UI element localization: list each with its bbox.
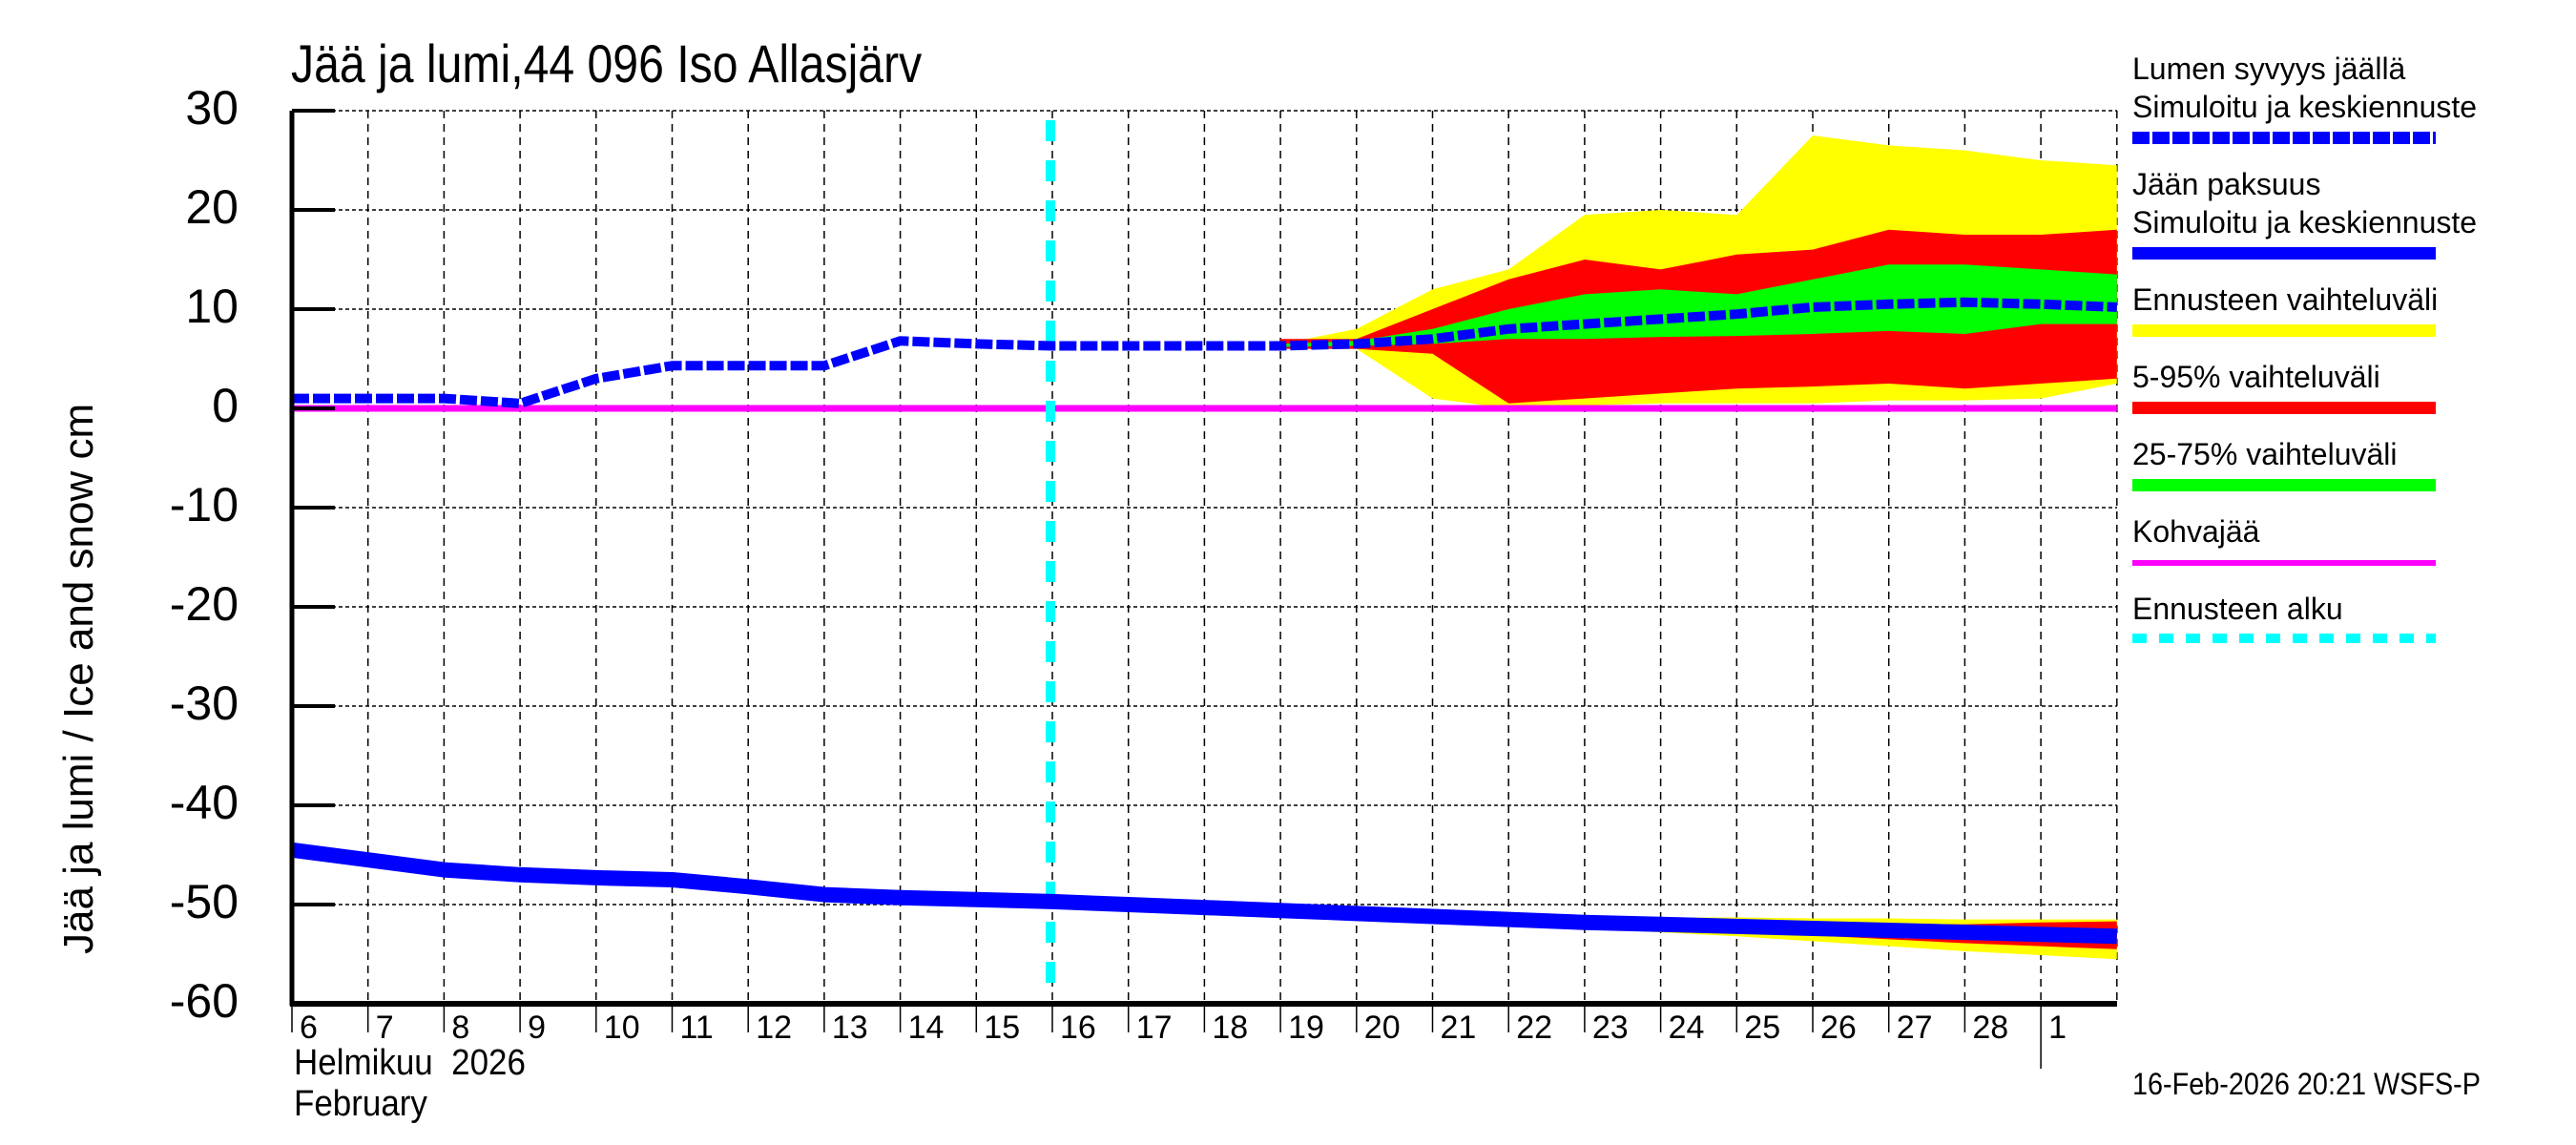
y-tick-label: -20 (169, 577, 239, 631)
legend-item-forecast-range: Ennusteen vaihteluväli (2132, 281, 2571, 337)
legend-label-secondary: Simuloitu ja keskiennuste (2132, 205, 2478, 239)
snow-depth-line (292, 297, 2117, 408)
x-tick-label: 7 (375, 1010, 394, 1046)
x-tick-label: 21 (1440, 1010, 1477, 1046)
legend-swatch-green-icon (2132, 479, 2436, 491)
x-tick-label: 27 (1896, 1010, 1933, 1046)
y-tick-label: -10 (169, 478, 239, 531)
forecast-bands (1280, 135, 2117, 960)
y-tick-label: -50 (169, 875, 239, 928)
footer-timestamp: 16-Feb-2026 20:21 WSFS-P (2132, 1067, 2481, 1101)
x-tick-label: 15 (984, 1010, 1021, 1046)
x-tick-label: 13 (831, 1010, 868, 1046)
legend-swatch-magenta-icon (2132, 560, 2436, 566)
legend-label: Jään paksuus (2132, 167, 2321, 201)
legend-label: 25-75% vaihteluväli (2132, 437, 2398, 471)
axes (289, 109, 2117, 1069)
legend-label: Ennusteen alku (2132, 592, 2343, 626)
x-tick-label: 20 (1363, 1010, 1401, 1046)
x-tick-label: 10 (603, 1010, 640, 1046)
data-lines (290, 120, 2118, 1004)
y-tick-label: -60 (169, 974, 239, 1028)
chart-title: Jää ja lumi,44 096 Iso Allasjärv (291, 33, 923, 94)
snow-25-75-band (1280, 264, 2117, 347)
legend-label: Kohvajää (2132, 514, 2260, 549)
x-tick-label: 11 (679, 1010, 714, 1046)
legend-label: 5-95% vaihteluväli (2132, 360, 2380, 394)
legend-swatch-yellow-icon (2132, 324, 2436, 337)
legend-item-kohvajaa: Kohvajää (2132, 512, 2571, 566)
x-tick-label: 23 (1591, 1010, 1629, 1046)
y-tick-label: 20 (185, 180, 239, 234)
y-tick-label: 10 (185, 280, 239, 333)
x-tick-label: 28 (1972, 1010, 2009, 1046)
legend-item-snow-depth: Lumen syvyys jäällä Simuloitu ja keskien… (2132, 50, 2571, 144)
legend-item-5-95-range: 5-95% vaihteluväli (2132, 358, 2571, 414)
x-tick-label: 16 (1060, 1010, 1096, 1046)
legend-item-25-75-range: 25-75% vaihteluväli (2132, 435, 2571, 491)
legend-swatch-red-icon (2132, 402, 2436, 414)
y-tick-label: 0 (212, 379, 239, 432)
legend-swatch-dashed-blue-icon (2132, 132, 2436, 144)
x-tick-label: 8 (451, 1010, 470, 1046)
x-tick-label: 9 (528, 1010, 547, 1046)
x-axis-month-fi: Helmikuu 2026 (294, 1043, 526, 1083)
x-tick-label: 1 (2048, 1010, 2067, 1046)
y-axis-label: Jää ja lumi / Ice and snow cm (55, 403, 102, 954)
y-tick-label: 30 (185, 81, 239, 135)
x-tick-label: 14 (907, 1010, 945, 1046)
legend-label: Ennusteen vaihteluväli (2132, 282, 2439, 317)
x-tick-label: 18 (1212, 1010, 1249, 1046)
x-tick-label: 26 (1820, 1010, 1857, 1046)
x-tick-label: 6 (300, 1010, 318, 1046)
x-axis-month-en: February (294, 1084, 427, 1124)
x-tick-label: 17 (1135, 1010, 1173, 1046)
legend-swatch-solid-blue-icon (2132, 247, 2436, 260)
y-tick-label: -40 (169, 776, 239, 829)
legend-label: Lumen syvyys jäällä (2132, 52, 2406, 86)
x-tick-label: 12 (756, 1010, 793, 1046)
legend: Lumen syvyys jäällä Simuloitu ja keskien… (2132, 50, 2571, 664)
legend-swatch-dotted-cyan-icon (2132, 634, 2436, 643)
x-tick-label: 24 (1668, 1010, 1705, 1046)
x-tick-label: 19 (1288, 1010, 1324, 1046)
legend-item-ice-thickness: Jään paksuus Simuloitu ja keskiennuste (2132, 165, 2571, 260)
ice-thickness-line (290, 842, 2118, 945)
x-tick-label: 25 (1744, 1010, 1781, 1046)
legend-label-secondary: Simuloitu ja keskiennuste (2132, 90, 2478, 124)
legend-item-forecast-start: Ennusteen alku (2132, 590, 2571, 643)
y-tick-label: -30 (169, 677, 239, 730)
x-tick-label: 22 (1516, 1010, 1553, 1046)
